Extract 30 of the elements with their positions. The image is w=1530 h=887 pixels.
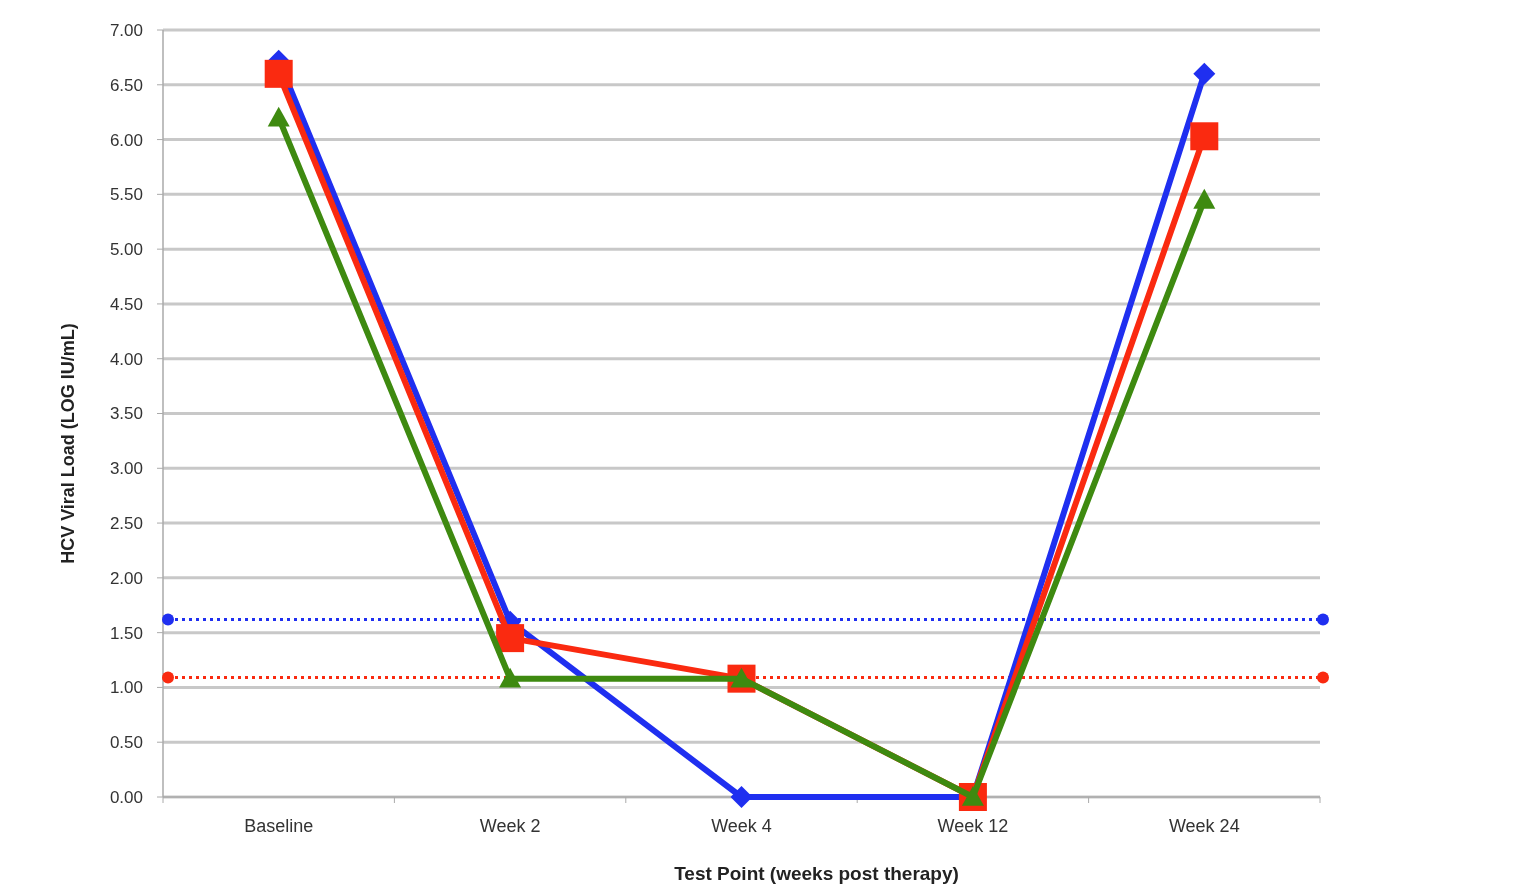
point	[1193, 62, 1216, 85]
x-axis-title: Test Point (weeks post therapy)	[674, 863, 959, 884]
y-tick-label: 3.00	[109, 459, 143, 479]
y-tick-label: 1.00	[109, 678, 143, 698]
y-tick-label: 2.50	[109, 514, 143, 534]
y-tick-label: 6.00	[109, 130, 143, 150]
point	[1193, 188, 1216, 209]
point	[496, 624, 525, 653]
y-tick-label: 2.00	[109, 568, 143, 588]
x-tick-label: Week 4	[711, 816, 772, 836]
point	[267, 106, 290, 127]
point	[1190, 122, 1219, 151]
y-tick-label: 4.00	[109, 349, 143, 369]
y-tick-label: 4.50	[109, 294, 143, 314]
y-tick-label: 6.50	[109, 75, 143, 95]
y-tick-label: 5.50	[109, 185, 143, 205]
x-tick-label: Baseline	[244, 816, 314, 836]
point	[499, 667, 522, 688]
y-tick-label: 3.50	[109, 404, 143, 424]
x-tick-label: Week 24	[1168, 816, 1240, 836]
y-tick-label: 0.50	[109, 733, 143, 753]
point	[264, 59, 293, 88]
y-tick-label: 5.00	[109, 240, 143, 260]
y-tick-label: 7.00	[109, 20, 143, 40]
y-tick-label: 1.50	[109, 623, 143, 643]
point	[730, 786, 753, 808]
y-tick-label: 0.00	[109, 787, 143, 807]
x-tick-label: Week 12	[937, 816, 1009, 836]
y-axis-title: HCV Viral Load (LOG IU/mL)	[58, 323, 78, 564]
x-tick-label: Week 2	[479, 816, 541, 836]
